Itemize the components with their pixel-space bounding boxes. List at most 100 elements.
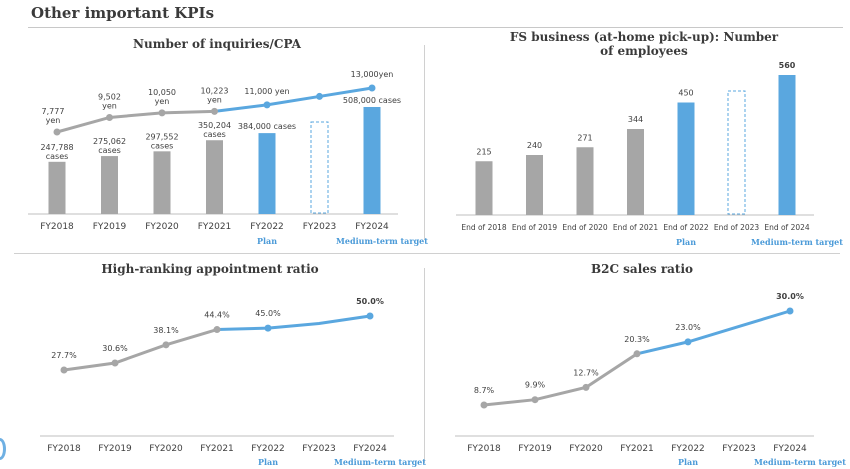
data-label: 12.7% <box>573 368 599 377</box>
x-tick-label: FY2019 <box>98 444 132 454</box>
data-label: cases <box>98 146 121 155</box>
data-label: 30.0% <box>776 292 804 301</box>
annotation-label: Plan <box>678 457 698 467</box>
x-tick-label: End of 2023 <box>714 223 760 232</box>
data-point <box>264 101 271 108</box>
x-tick-label: FY2020 <box>145 222 179 232</box>
data-label: 297,552 <box>145 132 178 141</box>
annotation-label: Medium-term target <box>334 457 426 467</box>
data-label: yen <box>155 97 170 106</box>
x-tick-label: FY2023 <box>722 444 756 454</box>
x-tick-label: FY2022 <box>251 444 285 454</box>
x-tick-label: FY2018 <box>40 222 74 232</box>
data-point <box>532 396 539 403</box>
data-label: 350,204 <box>198 121 231 130</box>
x-tick-label: FY2024 <box>355 222 389 232</box>
x-tick-label: FY2022 <box>671 444 705 454</box>
data-point <box>481 402 488 409</box>
x-tick-label: End of 2022 <box>663 223 709 232</box>
data-point <box>634 350 641 357</box>
x-tick-label: FY2024 <box>773 444 807 454</box>
series-line <box>64 330 217 370</box>
data-label: 508,000 cases <box>343 96 401 105</box>
bar <box>577 147 594 215</box>
bar <box>678 103 695 216</box>
data-point <box>685 338 692 345</box>
annotation-label: Plan <box>676 237 696 247</box>
data-point <box>54 129 61 136</box>
data-point <box>316 93 323 100</box>
bar <box>101 156 118 214</box>
x-tick-label: FY2018 <box>47 444 81 454</box>
x-tick-label: FY2020 <box>149 444 183 454</box>
data-point <box>163 341 170 348</box>
x-tick-label: FY2022 <box>250 222 284 232</box>
data-label: cases <box>203 130 226 139</box>
annotation-label: Plan <box>258 457 278 467</box>
x-tick-label: End of 2019 <box>512 223 558 232</box>
data-label: 50.0% <box>356 297 384 306</box>
x-tick-label: FY2021 <box>200 444 234 454</box>
data-label: 8.7% <box>474 386 495 395</box>
data-label: 215 <box>476 147 491 156</box>
data-point <box>211 108 218 115</box>
series-line <box>484 354 637 405</box>
data-point <box>61 367 68 374</box>
data-point <box>112 359 119 366</box>
annotation-label: Medium-term target <box>754 457 846 467</box>
series-line <box>57 111 215 132</box>
bar <box>259 133 276 214</box>
kpi-charts: Number of inquiries/CPA FY2018 FY2019 FY202… <box>0 0 850 469</box>
data-point <box>583 384 590 391</box>
bar <box>154 151 171 214</box>
chart-title: B2C sales ratio <box>591 262 693 276</box>
data-label: 11,000 yen <box>244 87 289 96</box>
data-point <box>367 313 374 320</box>
data-label: 7,777 <box>42 107 65 116</box>
bar <box>526 155 543 215</box>
data-point <box>106 114 113 121</box>
bar-placeholder <box>728 91 745 214</box>
bar <box>49 162 66 214</box>
data-point <box>265 325 272 332</box>
data-label: 271 <box>577 133 592 142</box>
bar <box>206 140 223 214</box>
chart-title: Number of inquiries/CPA <box>133 37 302 51</box>
x-tick-label: FY2018 <box>467 444 501 454</box>
data-label: 10,223 <box>201 86 229 95</box>
bar-placeholder <box>311 122 328 213</box>
data-label: 384,000 cases <box>238 122 296 131</box>
data-point <box>214 326 221 333</box>
data-label: 23.0% <box>675 323 701 332</box>
bar <box>476 161 493 215</box>
data-label: 275,062 <box>93 137 126 146</box>
x-tick-label: End of 2018 <box>461 223 507 232</box>
data-point <box>369 85 376 92</box>
annotation-label: Medium-term target <box>751 237 843 247</box>
annotation-label: Medium-term target <box>336 236 428 246</box>
x-tick-label: End of 2020 <box>562 223 608 232</box>
chart-title: High-ranking appointment ratio <box>101 262 318 276</box>
chart-title: of employees <box>600 44 688 58</box>
x-tick-label: FY2021 <box>620 444 654 454</box>
x-tick-label: End of 2021 <box>613 223 659 232</box>
data-label: yen <box>102 101 117 110</box>
data-label: 344 <box>628 115 643 124</box>
data-point <box>159 109 166 116</box>
x-tick-label: FY2024 <box>353 444 387 454</box>
bar <box>364 107 381 214</box>
data-label: cases <box>151 141 174 150</box>
data-label: 38.1% <box>153 326 179 335</box>
x-tick-label: FY2019 <box>518 444 552 454</box>
data-label: 560 <box>779 61 796 70</box>
x-tick-label: End of 2024 <box>764 223 810 232</box>
data-point <box>787 308 794 315</box>
data-label: 9,502 <box>98 92 121 101</box>
data-label: yen <box>46 116 61 125</box>
data-label: 10,050 <box>148 88 176 97</box>
annotation-label: Plan <box>257 236 277 246</box>
data-label: 45.0% <box>255 309 281 318</box>
series-line <box>637 311 790 354</box>
data-label: 9.9% <box>525 381 546 390</box>
x-tick-label: FY2023 <box>302 444 336 454</box>
